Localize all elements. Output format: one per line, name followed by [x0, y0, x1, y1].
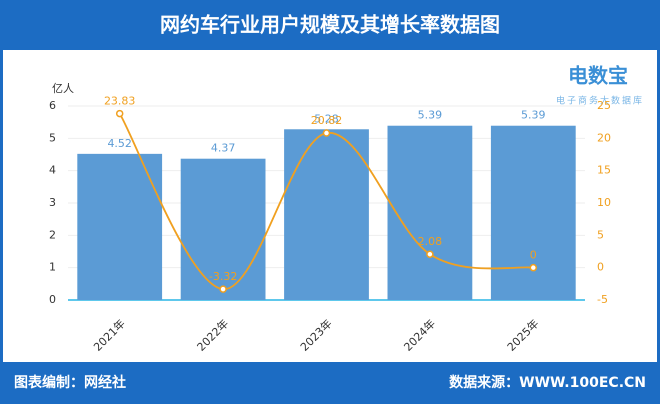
bar-value-label: 4.52	[107, 137, 132, 150]
y-tick-label: 6	[49, 99, 56, 112]
bar	[180, 158, 266, 300]
bar-value-label: 5.39	[521, 109, 546, 122]
y2-tick-label: 25	[597, 99, 611, 112]
line-point	[115, 109, 124, 118]
y2-tick-label: 20	[597, 131, 611, 144]
credit: 图表编制：网经社	[14, 374, 126, 391]
line-point	[219, 285, 227, 293]
y2-tick-label: 15	[597, 164, 611, 177]
line-point	[426, 250, 434, 258]
y-tick-label: 5	[49, 131, 56, 144]
footer-band	[0, 362, 660, 404]
y-tick-label: 0	[49, 293, 56, 306]
line-value-label: 23.83	[104, 95, 136, 108]
y-tick-label: 2	[49, 228, 56, 241]
y2-tick-label: 10	[597, 196, 611, 209]
x-tick-label: 2022年	[194, 316, 231, 353]
source: 数据来源：WWW.100EC.CN	[449, 374, 646, 391]
y2-tick-label: 0	[597, 261, 604, 274]
x-tick-label: 2024年	[401, 316, 438, 353]
line-point	[529, 263, 538, 272]
bar	[77, 153, 163, 300]
x-tick-label: 2025年	[504, 316, 541, 353]
bar	[490, 125, 576, 301]
x-tick-label: 2021年	[90, 316, 127, 353]
bar-value-label: 5.39	[418, 109, 443, 122]
bar	[284, 129, 369, 300]
y-tick-label: 4	[49, 164, 56, 177]
header-band	[0, 0, 660, 50]
line-value-label: -3.32	[209, 270, 237, 283]
line-value-label: 20.82	[311, 114, 343, 127]
y-tick-label: 3	[49, 196, 56, 209]
line-point	[322, 129, 331, 137]
y-tick-label: 1	[49, 261, 56, 274]
logo-subtitle: 电子商务大数据库	[556, 95, 644, 107]
bar-value-label: 5.28	[314, 112, 339, 125]
chart-title: 网约车行业用户规模及其增长率数据图	[160, 13, 500, 37]
line-value-label: 2.08	[418, 235, 443, 248]
line	[118, 113, 534, 291]
line-value-label: 0	[530, 249, 537, 262]
x-tick-label: 2023年	[297, 316, 334, 353]
bar-value-label: 4.37	[211, 142, 236, 155]
logo: 电数宝	[568, 64, 628, 88]
y2-tick-label: -5	[597, 293, 608, 306]
y2-tick-label: 5	[597, 228, 604, 241]
bar	[387, 125, 473, 301]
y-axis-label: 亿人	[52, 82, 74, 95]
